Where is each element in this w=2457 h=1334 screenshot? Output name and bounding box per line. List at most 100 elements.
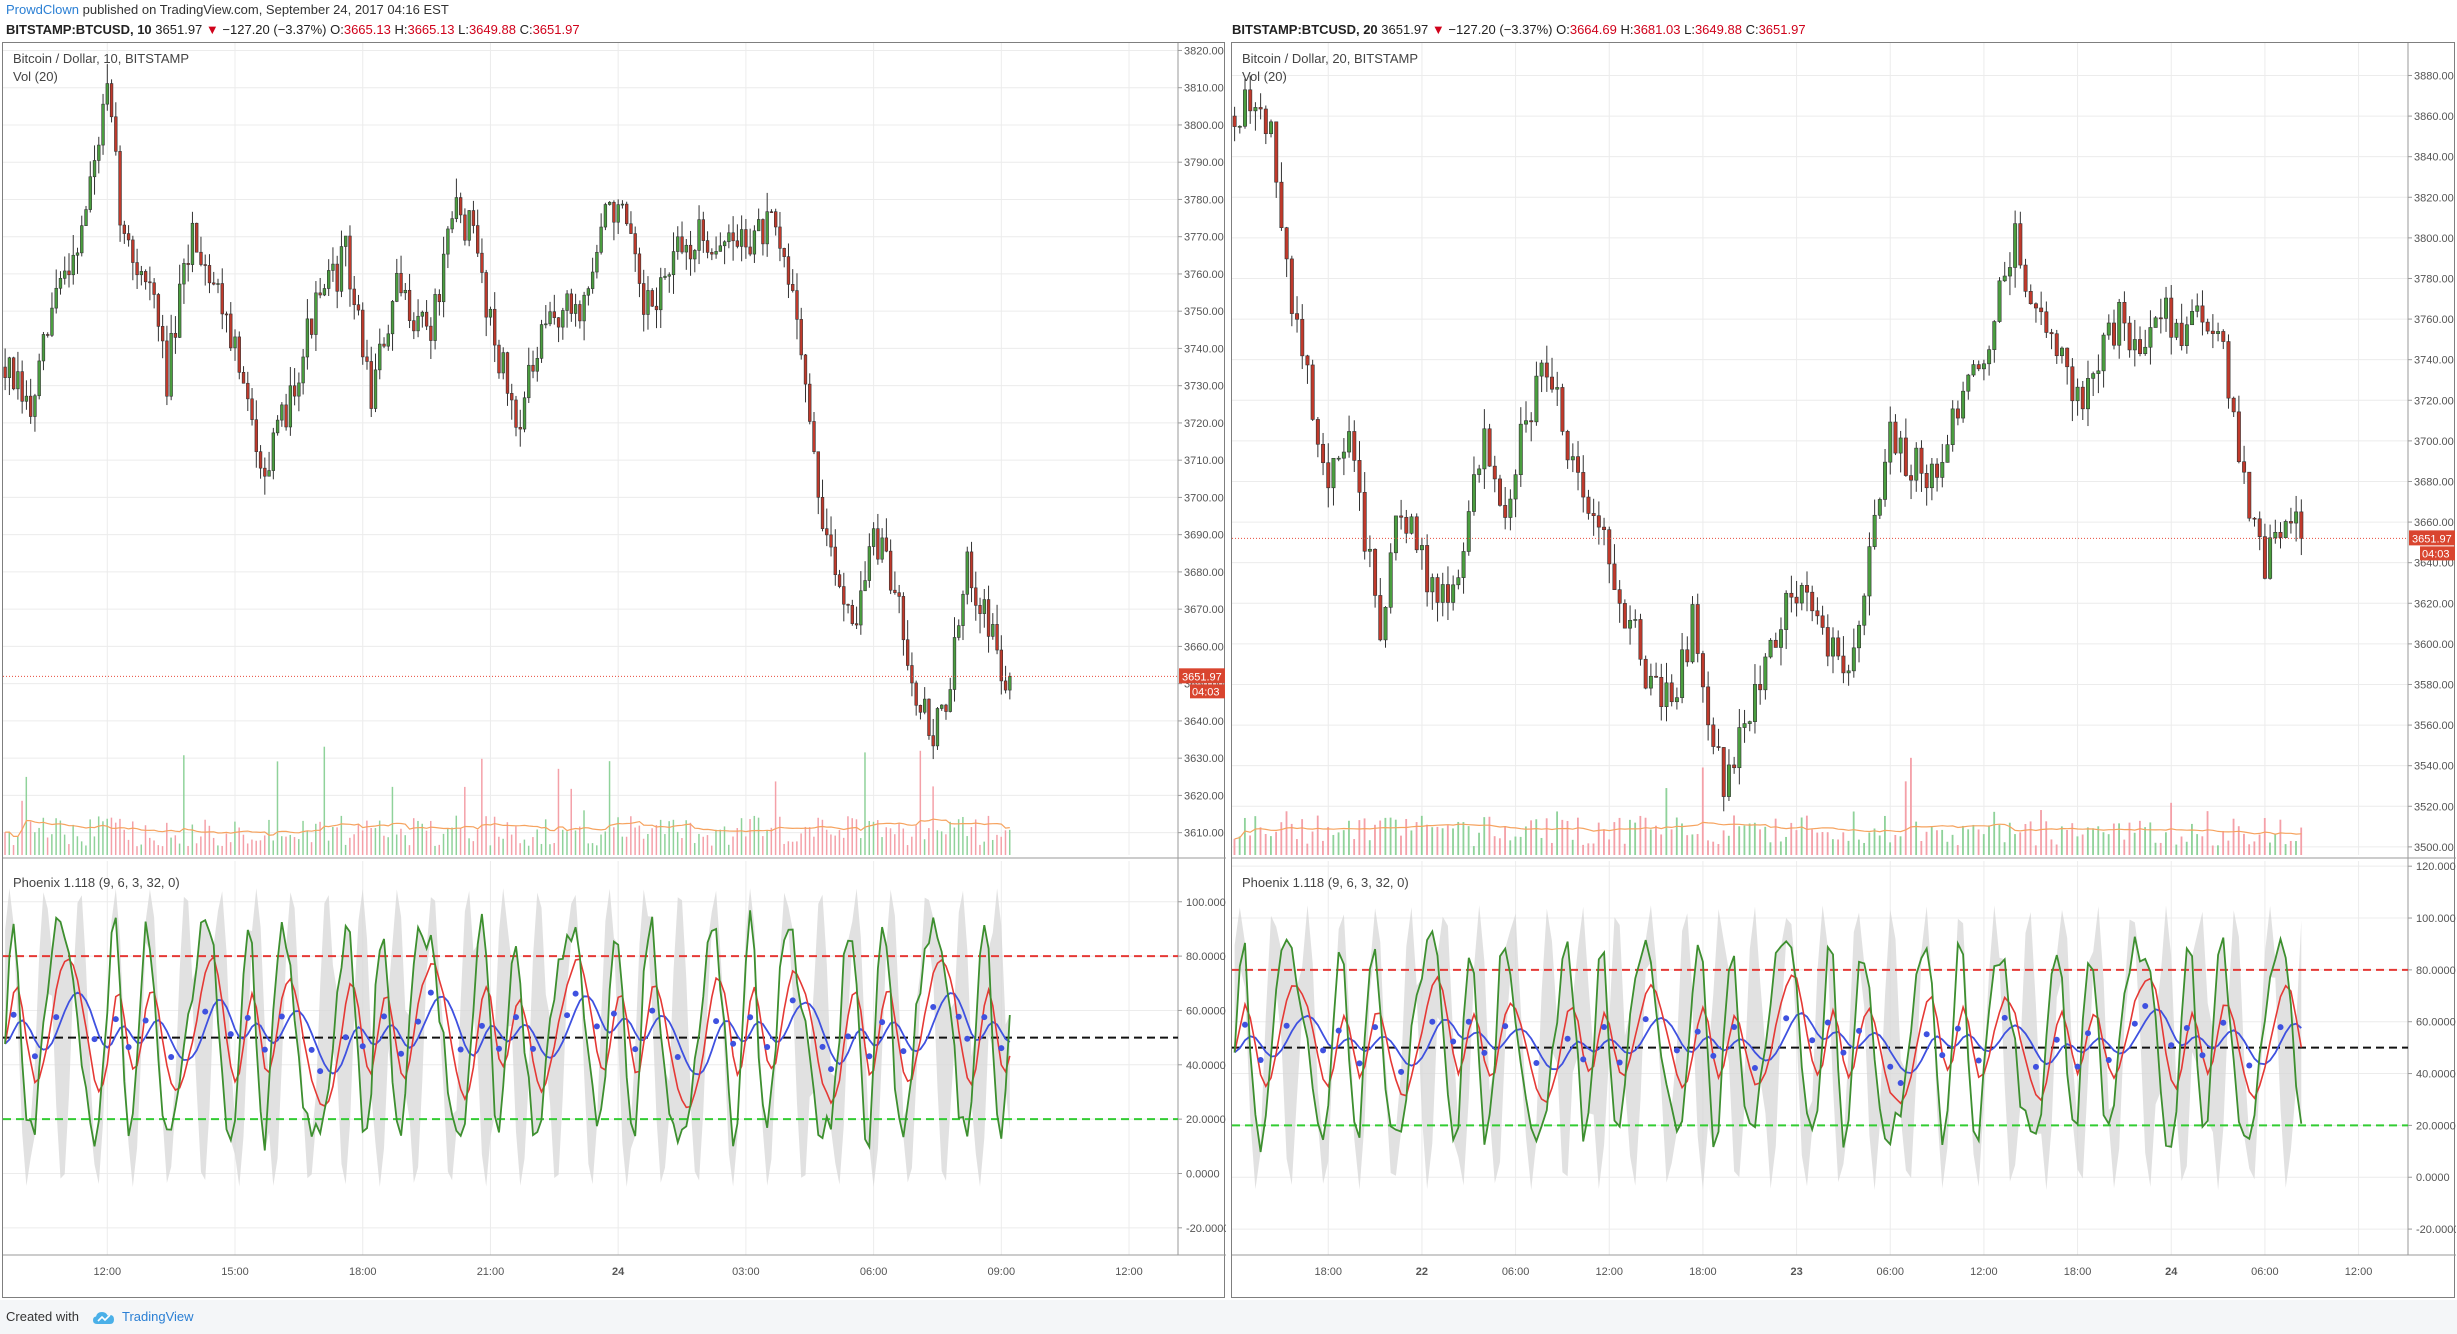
chart-panel-right[interactable]: 3500.00 3520.00 3540.00 3560.00 3580.00 3600.…	[1231, 42, 2456, 1299]
candle	[978, 605, 982, 614]
candle	[424, 311, 429, 327]
candle	[263, 467, 267, 477]
volume-bar	[1280, 822, 1283, 855]
low-value: 3649.88	[468, 22, 516, 37]
volume-bar	[259, 840, 262, 855]
volume-bar	[1670, 829, 1673, 855]
volume-bar	[361, 830, 364, 855]
volume-bar	[1566, 820, 1569, 855]
volume-bar	[212, 837, 215, 855]
candle	[1581, 472, 1586, 498]
candle	[1008, 676, 1012, 691]
candle	[173, 332, 178, 338]
countdown-label: 04:03	[1192, 686, 1220, 698]
volume-bar	[2149, 822, 2152, 855]
oscillator-signal-dot	[2131, 1020, 2138, 1027]
volume-bar	[936, 830, 939, 855]
candle	[386, 333, 390, 347]
oscillator-signal-dot	[1335, 1027, 1342, 1034]
oscillator-signal-dot	[1809, 1037, 1816, 1044]
volume-bar	[949, 821, 951, 855]
candle	[2049, 332, 2054, 335]
volume-bar	[476, 829, 479, 855]
candle	[126, 233, 131, 241]
candle	[722, 241, 727, 247]
candle	[344, 235, 348, 247]
volume-bar	[651, 828, 653, 855]
price-tick-label: 3520.00	[2414, 801, 2454, 813]
candle	[569, 293, 574, 314]
chart-panel-left[interactable]: 3610.003620.003630.003640.003650.003660.…	[2, 42, 1226, 1299]
volume-bar	[1904, 781, 1907, 855]
time-tick-label: 12:00	[1595, 1266, 1623, 1278]
candle	[1867, 546, 1872, 597]
volume-bar	[553, 843, 555, 855]
volume-bar	[289, 834, 292, 855]
tradingview-link[interactable]: TradingView	[122, 1309, 194, 1324]
candle	[1648, 675, 1653, 689]
oscillator-tick-label: 40.0000	[2416, 1069, 2456, 1081]
oscillator-signal-dot	[1502, 1023, 1509, 1030]
oscillator-signal-dot	[1840, 1049, 1847, 1056]
candle	[510, 393, 514, 401]
candle	[2242, 461, 2247, 473]
oscillator-signal-dot	[1564, 1035, 1571, 1042]
volume-bar	[957, 819, 960, 855]
time-tick-label: 06:00	[860, 1266, 888, 1278]
candle	[1263, 108, 1268, 135]
volume-bar	[29, 821, 32, 855]
volume-bar	[2175, 844, 2178, 855]
oscillator-signal-dot	[1398, 1068, 1405, 1075]
volume-bar	[72, 824, 74, 855]
candle	[122, 224, 126, 234]
candle	[361, 309, 365, 358]
candle	[901, 596, 906, 641]
volume-bar	[732, 836, 734, 855]
volume-bar	[187, 845, 189, 855]
candle	[467, 210, 471, 241]
oscillator-green-line	[4, 910, 1011, 1151]
oscillator-signal-dot	[2105, 1057, 2112, 1064]
candle	[782, 248, 786, 257]
candle	[825, 528, 829, 536]
oscillator-signal-dot	[713, 1018, 720, 1025]
volume-bar	[664, 834, 666, 855]
volume-bar	[344, 844, 347, 855]
candle	[957, 625, 961, 638]
candle	[803, 354, 808, 385]
candle	[923, 698, 927, 713]
candle	[599, 226, 603, 253]
volume-bar	[25, 776, 28, 855]
candle	[2075, 386, 2080, 402]
oscillator-signal-dot	[1923, 1031, 1930, 1038]
candle	[2112, 322, 2116, 346]
volume-bar	[987, 815, 990, 855]
candle	[297, 382, 301, 397]
volume-bar	[1982, 834, 1985, 855]
candle	[765, 211, 769, 245]
volume-bar	[766, 830, 768, 855]
volume-bar	[2092, 828, 2094, 855]
candle	[2262, 536, 2267, 579]
candle	[2138, 339, 2142, 354]
candle	[1326, 462, 1331, 489]
oscillator-signal-dot	[1673, 1047, 1680, 1054]
volume-bar	[1571, 839, 1574, 855]
candle	[850, 605, 854, 624]
volume-bar	[21, 800, 23, 855]
volume-bar	[864, 752, 866, 855]
chart-canvas-left[interactable]: 3610.003620.003630.003640.003650.003660.…	[3, 43, 1226, 1299]
volume-bar	[1008, 829, 1011, 855]
candle	[701, 219, 705, 241]
time-tick-label: 06:00	[1502, 1266, 1530, 1278]
author-link[interactable]: ProwdClown	[6, 2, 79, 17]
chart-canvas-right[interactable]: 3500.00 3520.00 3540.00 3560.00 3580.00 3600.…	[1232, 43, 2456, 1299]
candle	[250, 398, 254, 420]
candle	[2013, 223, 2018, 268]
volume-bar	[787, 841, 790, 855]
oscillator-signal-dot	[1939, 1052, 1946, 1059]
candle	[2299, 511, 2304, 539]
oscillator-dots	[1242, 1002, 2284, 1087]
candle	[1789, 592, 1794, 598]
candle	[808, 383, 812, 422]
